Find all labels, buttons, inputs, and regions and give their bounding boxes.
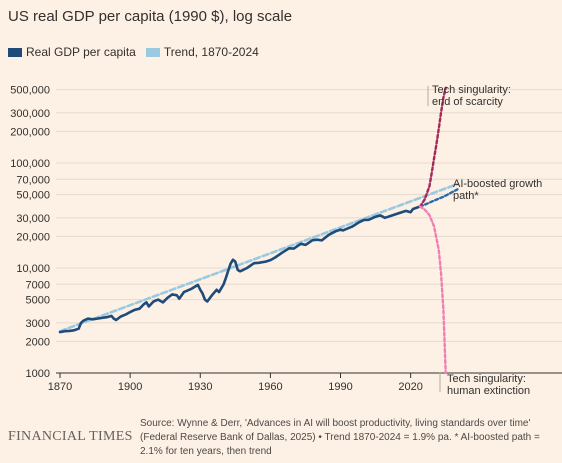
x-tick-2020: 2020 bbox=[398, 381, 422, 393]
series-ai-boost-line bbox=[418, 188, 459, 208]
x-tick-1900: 1900 bbox=[118, 381, 142, 393]
y-tick-200000: 200,000 bbox=[10, 126, 50, 138]
legend: Real GDP per capita Trend, 1870-2024 bbox=[8, 45, 269, 59]
legend-swatch-trend bbox=[145, 47, 160, 57]
y-tick-30000: 30,000 bbox=[16, 213, 50, 225]
y-tick-1000: 1000 bbox=[26, 368, 50, 380]
x-tick-1990: 1990 bbox=[328, 381, 352, 393]
legend-label-trend: Trend, 1870-2024 bbox=[163, 45, 259, 59]
y-tick-300000: 300,000 bbox=[10, 108, 50, 120]
annotation-tech_up-line-0: Tech singularity: bbox=[432, 84, 511, 96]
chart-title: US real GDP per capita (1990 $), log sca… bbox=[8, 8, 293, 25]
ft-logo: FINANCIAL TIMES bbox=[8, 429, 133, 444]
annotation-ai_boost-line-1: path* bbox=[453, 190, 479, 202]
series-gdp-line bbox=[58, 205, 422, 334]
y-tick-2000: 2000 bbox=[26, 336, 50, 348]
legend-item-gdp: Real GDP per capita bbox=[8, 45, 136, 59]
x-tick-1870: 1870 bbox=[48, 381, 72, 393]
y-tick-500000: 500,000 bbox=[10, 85, 50, 97]
y-tick-3000: 3000 bbox=[26, 318, 50, 330]
legend-item-trend: Trend, 1870-2024 bbox=[145, 45, 259, 59]
annotation-tech_up-line-1: end of scarcity bbox=[432, 96, 503, 108]
grid-lines bbox=[56, 89, 562, 374]
x-tick-1930: 1930 bbox=[188, 381, 212, 393]
y-tick-70000: 70,000 bbox=[16, 174, 50, 186]
x-tick-labels: 1870 1900 1930 1960 1990 2020 bbox=[48, 373, 423, 393]
y-tick-labels: 1000 2000 3000 5000 7000 10,000 20,000 30,000 50… bbox=[10, 85, 50, 380]
annotation-tech_down-line-0: Tech singularity: bbox=[447, 373, 526, 385]
series-lines bbox=[58, 86, 459, 375]
legend-label-gdp: Real GDP per capita bbox=[26, 45, 136, 59]
legend-swatch-gdp bbox=[8, 47, 22, 57]
source-note: Source: Wynne & Derr, 'Advances in AI wi… bbox=[140, 418, 540, 457]
series-singularity-down-line bbox=[418, 205, 447, 375]
annotations: Tech singularity:end of scarcityAI-boost… bbox=[427, 84, 542, 397]
annotation-ai_boost-line-0: AI-boosted growth bbox=[453, 178, 542, 190]
y-tick-5000: 5000 bbox=[26, 295, 50, 307]
y-tick-7000: 7000 bbox=[26, 279, 50, 291]
y-tick-20000: 20,000 bbox=[16, 231, 50, 243]
y-tick-10000: 10,000 bbox=[16, 263, 50, 275]
y-tick-100000: 100,000 bbox=[10, 158, 50, 170]
annotation-tech_down-line-1: human extinction bbox=[447, 385, 530, 397]
y-tick-50000: 50,000 bbox=[16, 190, 50, 202]
series-trend-line bbox=[58, 182, 459, 333]
series-singularity-up-line bbox=[418, 86, 447, 208]
chart-plot: 1000 2000 3000 5000 7000 10,000 20,000 30,000 50… bbox=[10, 84, 562, 397]
x-tick-1960: 1960 bbox=[258, 381, 282, 393]
